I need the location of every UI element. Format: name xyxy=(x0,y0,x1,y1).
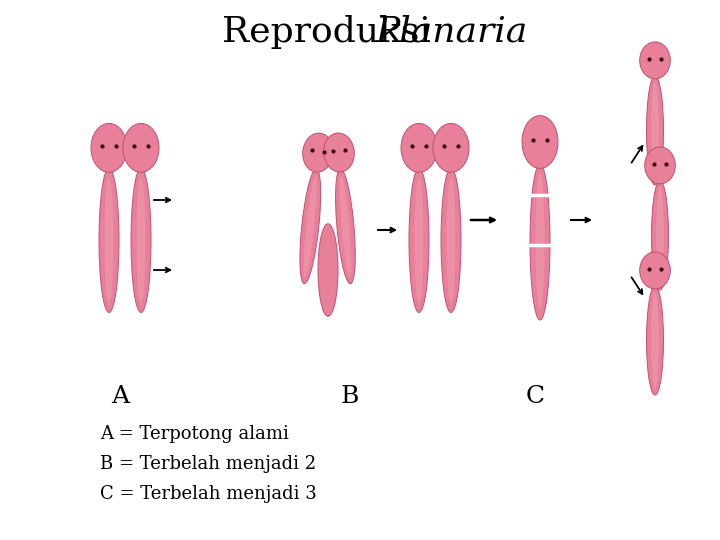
Ellipse shape xyxy=(647,76,664,185)
Ellipse shape xyxy=(651,292,659,388)
Ellipse shape xyxy=(99,168,119,313)
Ellipse shape xyxy=(530,164,550,320)
Ellipse shape xyxy=(446,177,456,304)
Ellipse shape xyxy=(304,176,317,276)
Ellipse shape xyxy=(639,42,670,79)
Ellipse shape xyxy=(336,168,355,284)
Ellipse shape xyxy=(300,169,320,284)
Ellipse shape xyxy=(441,168,461,313)
Ellipse shape xyxy=(340,176,351,277)
Ellipse shape xyxy=(123,124,159,172)
Ellipse shape xyxy=(302,133,333,172)
Ellipse shape xyxy=(131,168,151,313)
Ellipse shape xyxy=(409,168,429,313)
Text: C: C xyxy=(526,385,544,408)
Ellipse shape xyxy=(652,181,668,290)
Ellipse shape xyxy=(522,116,558,168)
Ellipse shape xyxy=(651,83,659,178)
Ellipse shape xyxy=(323,133,354,172)
Ellipse shape xyxy=(104,177,114,304)
Text: C = Terbelah menjadi 3: C = Terbelah menjadi 3 xyxy=(100,485,317,503)
Ellipse shape xyxy=(91,124,127,172)
Ellipse shape xyxy=(433,124,469,172)
Ellipse shape xyxy=(656,187,664,284)
Ellipse shape xyxy=(536,173,544,310)
Ellipse shape xyxy=(647,286,664,395)
Text: B = Terbelah menjadi 2: B = Terbelah menjadi 2 xyxy=(100,455,316,473)
Ellipse shape xyxy=(639,252,670,289)
Ellipse shape xyxy=(644,147,675,184)
Text: A = Terpotong alami: A = Terpotong alami xyxy=(100,425,289,443)
Text: Planaria: Planaria xyxy=(376,15,528,49)
Ellipse shape xyxy=(137,177,145,304)
Text: B: B xyxy=(341,385,359,408)
Ellipse shape xyxy=(401,124,437,172)
Ellipse shape xyxy=(318,224,338,316)
Text: Reproduksi: Reproduksi xyxy=(222,15,442,49)
Ellipse shape xyxy=(415,177,423,304)
Text: A: A xyxy=(111,385,129,408)
